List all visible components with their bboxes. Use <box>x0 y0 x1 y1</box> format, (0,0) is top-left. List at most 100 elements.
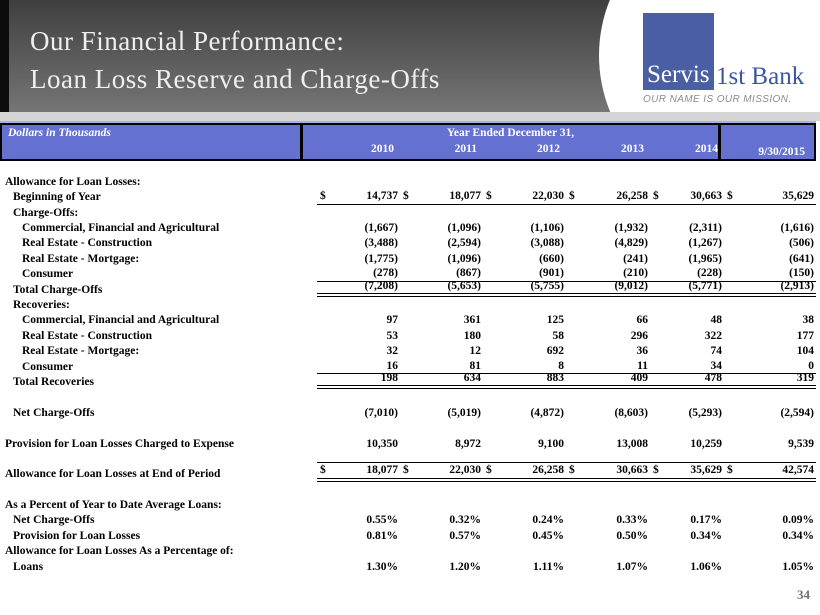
row-label: Net Charge-Offs <box>13 514 95 527</box>
value-cell: 478 <box>704 371 722 384</box>
table-row: Loans 1.30% 1.20% 1.11% 1.07% 1.06% 1.05% <box>0 559 820 574</box>
value-cell: (1,965) <box>688 252 722 265</box>
column-header-year: 2014 <box>695 143 718 155</box>
row-label: Beginning of Year <box>13 191 101 204</box>
value-cell: 11 <box>637 359 648 372</box>
title-banner: Our Financial Performance: Loan Loss Res… <box>0 0 820 112</box>
value-cell: 692 <box>546 345 564 358</box>
value: 18,077 <box>449 190 481 203</box>
column-header-9-30-2015: 9/30/2015 <box>758 146 805 158</box>
dollar-sign: $ <box>727 464 733 477</box>
value-cell: 1.30% <box>366 560 398 573</box>
value-cell: 13,008 <box>616 437 648 450</box>
dollar-sign: $ <box>320 190 326 203</box>
value-cell: 38 <box>802 314 815 327</box>
spacer-row <box>0 420 820 435</box>
value-cell: 9,539 <box>788 437 814 450</box>
row-label: Net Charge-Offs <box>13 406 95 419</box>
value: 26,258 <box>616 190 648 203</box>
value-cell: 0.34% <box>782 529 814 542</box>
slide-title-line2: Loan Loss Reserve and Charge-Offs <box>30 64 440 94</box>
value-cell: (867) <box>456 267 481 280</box>
value-cell: 0.55% <box>366 514 398 527</box>
value: 22,030 <box>449 464 481 477</box>
row-label: Real Estate - Mortgage: <box>22 345 140 358</box>
dollar-sign: $ <box>486 190 492 203</box>
value-cell: 0.57% <box>449 529 481 542</box>
slide-title: Our Financial Performance: Loan Loss Res… <box>30 22 440 98</box>
table-row: Total Charge-Offs (7,208) (5,653) (5,755) (9… <box>0 279 820 298</box>
units-label: Dollars in Thousands <box>2 125 303 159</box>
value-cell: (660) <box>539 252 564 265</box>
logo-blue-square: Servis <box>643 13 714 90</box>
value-cell: (1,932) <box>614 222 648 235</box>
dollar-sign: $ <box>403 190 409 203</box>
dollar-sign: $ <box>569 464 575 477</box>
value-cell: (5,019) <box>447 406 481 419</box>
table-row: Recoveries: <box>0 297 820 312</box>
row-label: Real Estate - Construction <box>22 329 152 342</box>
table-row: Provision for Loan Losses 0.81% 0.57% 0.45%… <box>0 528 820 543</box>
value-cell: 9,100 <box>538 437 564 450</box>
value-cell: $30,663 <box>650 189 724 204</box>
slide-title-line1: Our Financial Performance: <box>30 26 345 56</box>
row-values: (278) (867) (901) (210) (228) (150) <box>317 266 816 282</box>
row-label: Real Estate - Construction <box>22 237 152 250</box>
year-row: 2010 2011 2012 2013 2014 <box>303 142 718 157</box>
value-cell: 0.17% <box>690 514 722 527</box>
dollar-sign: $ <box>653 464 659 477</box>
value: 14,737 <box>366 190 398 203</box>
value-cell: (278) <box>373 267 398 280</box>
value-cell: 125 <box>546 314 564 327</box>
value-cell: (1,667) <box>364 222 398 235</box>
value-cell: 177 <box>796 329 814 342</box>
financial-table-body: Allowance for Loan Losses: Beginning of Y… <box>0 174 820 574</box>
value-cell: (641) <box>789 252 814 265</box>
value-cell: 81 <box>469 359 482 372</box>
year-columns-header: Year Ended December 31, 2010 2011 2012 2013… <box>303 125 721 159</box>
value-cell: 634 <box>463 371 481 384</box>
value-cell: 74 <box>710 345 723 358</box>
value-cell: 10,259 <box>690 437 722 450</box>
value-cell: (228) <box>697 267 722 280</box>
value-cell: 58 <box>552 329 565 342</box>
table-header-highlight-edge <box>0 121 816 123</box>
value-cell: $26,258 <box>483 463 566 478</box>
value-cell: (9,012) <box>614 279 648 292</box>
value-cell: (5,755) <box>530 279 564 292</box>
table-row: Net Charge-Offs 0.55% 0.32% 0.24% 0.33% 0.17%… <box>0 513 820 528</box>
value: 26,258 <box>532 464 564 477</box>
table-row: Commercial, Financial and Agricultural (1… <box>0 220 820 235</box>
value-cell: (7,208) <box>364 279 398 292</box>
value-cell: (1,616) <box>780 222 814 235</box>
table-row: Consumer 16 81 8 11 34 0 <box>0 359 820 375</box>
value-cell: 16 <box>386 359 399 372</box>
column-header-year: 2012 <box>537 143 560 155</box>
value-cell: 0.33% <box>616 514 648 527</box>
value-cell: (1,267) <box>688 237 722 250</box>
table-row: Allowance for Loan Losses: <box>0 174 820 189</box>
column-header-year: 2010 <box>371 143 394 155</box>
value-cell: (506) <box>789 237 814 250</box>
row-label: Consumer <box>22 268 74 281</box>
value-cell: $30,663 <box>566 463 650 478</box>
value-cell: 0.32% <box>449 514 481 527</box>
value: 30,663 <box>616 464 648 477</box>
value-cell: 32 <box>386 345 399 358</box>
row-values: (1,775) (1,096) (660) (241) (1,965) (641) <box>317 252 816 267</box>
value-cell: 0.50% <box>616 529 648 542</box>
row-label: Allowance for Loan Losses As a Percentag… <box>5 545 234 558</box>
row-label: Total Charge-Offs <box>13 283 103 296</box>
row-label: Loans <box>13 560 44 573</box>
value-cell: 1.07% <box>616 560 648 573</box>
value-cell: 361 <box>463 314 481 327</box>
row-label: Provision for Loan Losses <box>13 529 141 542</box>
value-cell: (1,096) <box>447 252 481 265</box>
value-cell: 48 <box>710 314 723 327</box>
value-cell: $22,030 <box>483 189 566 204</box>
row-values: (7,010) (5,019) (4,872) (8,603) (5,293) (2,59… <box>317 406 816 421</box>
value-cell: 180 <box>463 329 481 342</box>
value-cell: 34 <box>710 359 723 372</box>
dollar-sign: $ <box>653 190 659 203</box>
row-label: Total Recoveries <box>13 375 95 388</box>
